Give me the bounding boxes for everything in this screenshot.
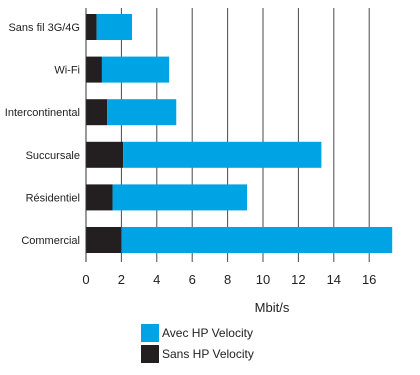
category-label: Succursale bbox=[26, 150, 80, 162]
legend: Avec HP Velocity Sans HP Velocity bbox=[141, 324, 254, 363]
x-tick-labels: 0 2 4 6 8 10 12 14 16 bbox=[82, 272, 376, 287]
x-tick-label: 8 bbox=[224, 272, 231, 287]
x-tick-label: 14 bbox=[327, 272, 341, 287]
category-label: Wi-Fi bbox=[54, 65, 80, 77]
legend-label: Avec HP Velocity bbox=[162, 326, 253, 340]
legend-swatch bbox=[141, 324, 159, 342]
x-tick-label: 4 bbox=[153, 272, 160, 287]
legend-swatch bbox=[141, 345, 159, 363]
x-tick-label: 2 bbox=[118, 272, 125, 287]
x-tick-label: 12 bbox=[291, 272, 305, 287]
category-label: Résidentiel bbox=[26, 192, 80, 204]
bar-avec-hp-velocity bbox=[101, 56, 170, 83]
gridlines bbox=[120, 8, 370, 262]
bar-sans-hp-velocity bbox=[86, 56, 102, 83]
bar-avec-hp-velocity bbox=[107, 99, 177, 126]
bar-avec-hp-velocity bbox=[96, 14, 133, 40]
bar-sans-hp-velocity bbox=[86, 227, 122, 253]
legend-label: Sans HP Velocity bbox=[162, 347, 254, 361]
bar-sans-hp-velocity bbox=[86, 141, 124, 168]
x-axis-label: Mbit/s bbox=[255, 300, 290, 315]
x-tick-label: 6 bbox=[189, 272, 196, 287]
x-tick-label: 10 bbox=[256, 272, 270, 287]
bars bbox=[86, 14, 393, 253]
category-label: Intercontinental bbox=[5, 107, 80, 119]
x-tick-label: 16 bbox=[362, 272, 376, 287]
bar-sans-hp-velocity bbox=[86, 99, 108, 126]
bar-sans-hp-velocity bbox=[86, 184, 113, 211]
bar-avec-hp-velocity bbox=[121, 227, 393, 253]
category-label: Sans fil 3G/4G bbox=[8, 22, 80, 34]
category-label: Commercial bbox=[21, 235, 80, 247]
bar-avec-hp-velocity bbox=[123, 141, 322, 168]
bar-sans-hp-velocity bbox=[86, 14, 97, 40]
x-tick-label: 0 bbox=[82, 272, 89, 287]
bar-avec-hp-velocity bbox=[112, 184, 248, 211]
category-labels: Sans fil 3G/4G Wi-Fi Intercontinental Succu… bbox=[5, 22, 80, 247]
